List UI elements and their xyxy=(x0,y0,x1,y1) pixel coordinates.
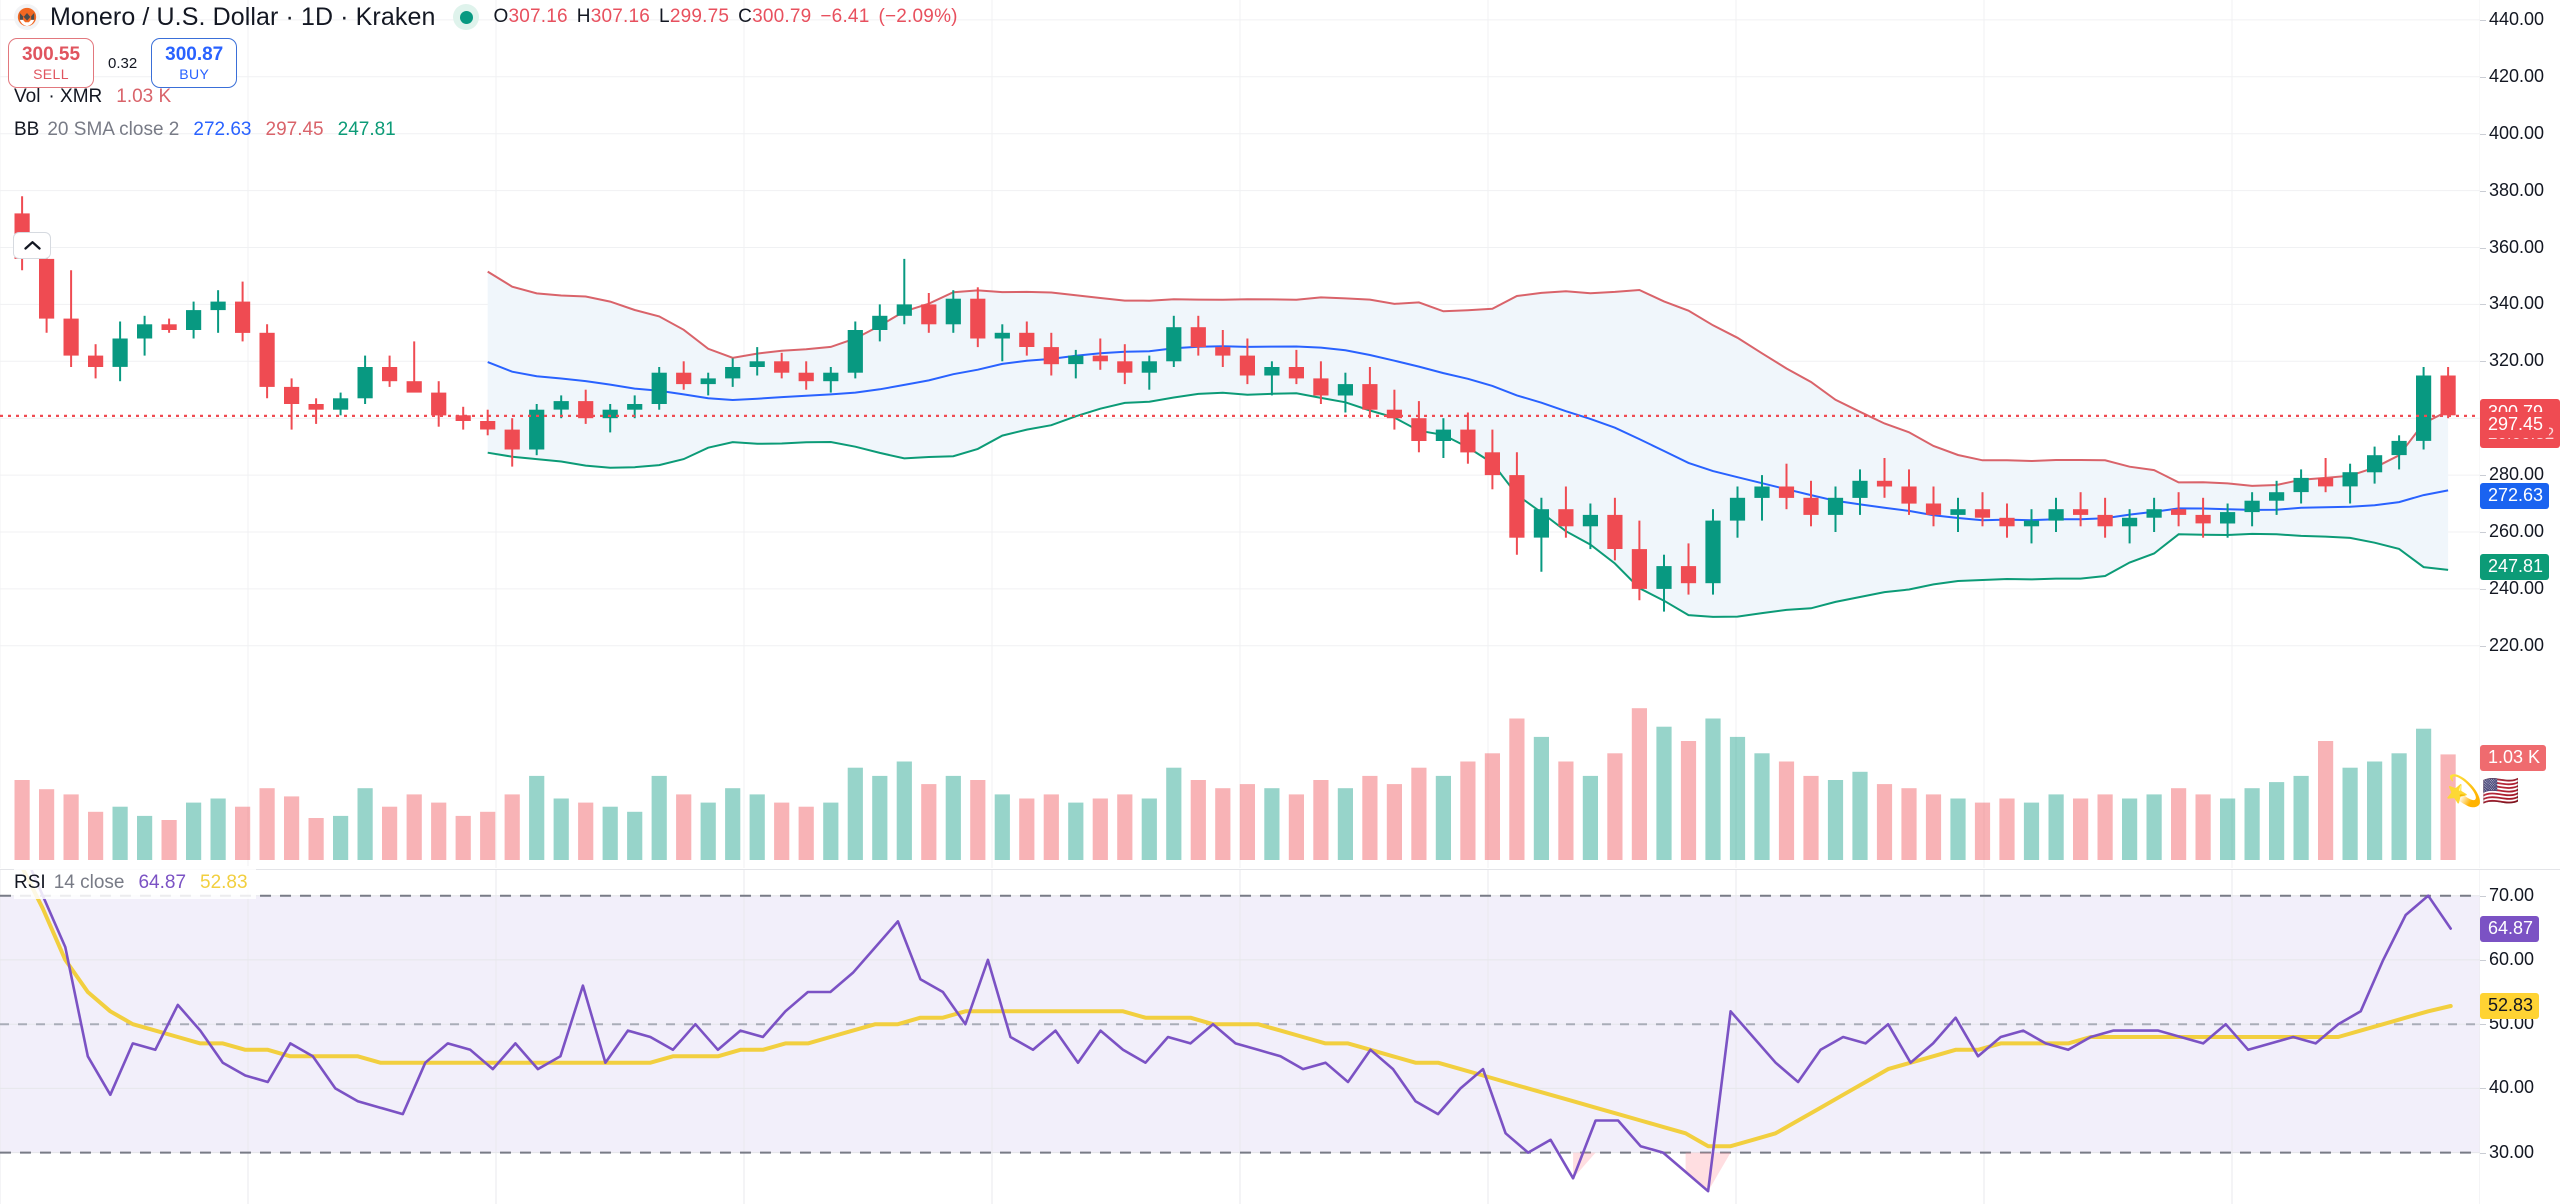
price-tick-mark xyxy=(2480,645,2486,647)
price-tick-mark xyxy=(2480,361,2486,363)
price-tick-mark xyxy=(2480,19,2486,21)
price-tick-label: 220.00 xyxy=(2489,634,2545,655)
rsi-tick-mark xyxy=(2480,1024,2486,1026)
rsi-tick-mark xyxy=(2480,895,2486,897)
rsi-tick-mark xyxy=(2480,959,2486,961)
rsi-chart-pane[interactable] xyxy=(0,870,2480,1204)
rsi-value: 64.87 xyxy=(138,871,187,893)
price-chart-pane[interactable] xyxy=(0,0,2480,868)
price-tick-label: 240.00 xyxy=(2489,577,2545,598)
price-tick-mark xyxy=(2480,532,2486,533)
price-tick-label: 420.00 xyxy=(2489,65,2545,86)
price-tick-label: 320.00 xyxy=(2489,350,2545,371)
rsi-tick-label: 60.00 xyxy=(2489,948,2535,969)
collapse-pane-button[interactable] xyxy=(13,232,51,259)
spread-value: 0.32 xyxy=(108,54,138,72)
rsi-tick-mark xyxy=(2480,1088,2486,1090)
rsi-indicator-args: 14 close xyxy=(53,871,125,893)
price-tick-mark xyxy=(2480,475,2486,477)
price-tick-label: 400.00 xyxy=(2489,122,2545,143)
sell-button[interactable]: 300.55 SELL xyxy=(8,38,94,88)
price-tick-mark xyxy=(2480,133,2486,135)
price-chart-canvas xyxy=(0,0,2480,868)
price-tick-label: 340.00 xyxy=(2489,293,2545,314)
bb-basis-badge[interactable]: 272.63 xyxy=(2480,483,2550,510)
price-tick-mark xyxy=(2480,247,2486,249)
rsi-chart-canvas xyxy=(0,870,2480,1204)
price-tick-mark xyxy=(2480,190,2486,192)
buy-button[interactable]: 300.87 BUY xyxy=(151,38,238,88)
rsi-tick-label: 70.00 xyxy=(2489,884,2535,905)
rsi-value-badge[interactable]: 64.87 xyxy=(2480,915,2540,942)
sell-price: 300.55 xyxy=(21,44,81,65)
price-tick-label: 280.00 xyxy=(2489,464,2545,485)
rsi-ma-value: 52.83 xyxy=(200,871,248,893)
rsi-ma-value-badge[interactable]: 52.83 xyxy=(2480,993,2540,1019)
buy-label: BUY xyxy=(179,66,210,82)
pane-separator xyxy=(0,869,2560,870)
volume-badge[interactable]: 1.03 K xyxy=(2480,745,2547,772)
rsi-tick-mark xyxy=(2480,1152,2486,1154)
sell-buy-widget[interactable]: 300.55 SELL 0.32 300.87 BUY xyxy=(8,38,238,88)
bb-lower-badge[interactable]: 247.81 xyxy=(2480,553,2550,580)
rsi-tick-label: 40.00 xyxy=(2489,1077,2535,1098)
rsi-legend[interactable]: RSI 14 close 64.87 52.83 xyxy=(14,866,256,899)
price-tick-mark xyxy=(2480,588,2486,590)
price-scale[interactable]: 440.00 420.00 400.00 380.00 360.00 340.00 320.… xyxy=(2480,0,2560,868)
sell-label: SELL xyxy=(33,66,69,82)
buy-price: 300.87 xyxy=(165,44,224,65)
rsi-scale[interactable]: 70.00 60.00 50.00 40.00 30.00 64.87 52.83 xyxy=(2480,870,2560,1204)
bb-upper-badge[interactable]: 297.45 xyxy=(2480,412,2550,439)
rsi-legend-wrap: RSI 14 close 64.87 52.83 xyxy=(14,866,256,899)
rsi-indicator-name: RSI xyxy=(14,871,46,893)
price-tick-mark xyxy=(2480,304,2486,306)
rsi-tick-label: 30.00 xyxy=(2489,1141,2535,1162)
price-tick-mark xyxy=(2480,76,2486,78)
price-tick-label: 260.00 xyxy=(2489,521,2545,541)
price-tick-label: 440.00 xyxy=(2489,8,2545,29)
decoration-emoji: 💫🇺🇸 xyxy=(2445,775,2520,808)
price-tick-label: 380.00 xyxy=(2489,179,2545,200)
price-tick-label: 360.00 xyxy=(2489,236,2545,257)
chevron-up-icon xyxy=(23,241,41,250)
